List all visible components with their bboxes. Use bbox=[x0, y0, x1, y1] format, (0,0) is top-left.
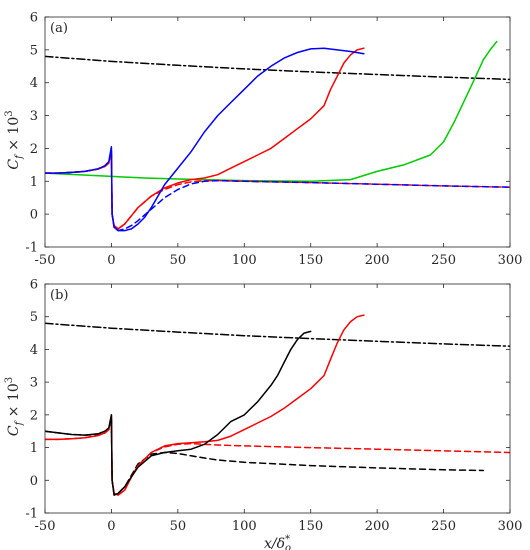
x-tick-label: 100 bbox=[232, 253, 257, 268]
y-tick-label: 2 bbox=[30, 408, 38, 423]
y-tick-label: 5 bbox=[30, 310, 38, 325]
axes-frame bbox=[44, 283, 511, 514]
series-line-6 bbox=[45, 47, 365, 232]
series-line-2 bbox=[45, 415, 510, 496]
series-line-4 bbox=[45, 149, 510, 232]
x-tick-label: 50 bbox=[170, 253, 187, 268]
series-line-1 bbox=[45, 322, 510, 347]
series-group bbox=[45, 40, 510, 232]
x-tick-label: 150 bbox=[298, 519, 323, 534]
y-tick-label: 4 bbox=[30, 343, 38, 358]
y-tick-label: 0 bbox=[30, 208, 38, 223]
y-tick-label: 3 bbox=[30, 109, 38, 124]
y-tick-label: -1 bbox=[25, 241, 38, 256]
x-tick-label: 50 bbox=[170, 519, 187, 534]
x-tick-label: -50 bbox=[35, 253, 56, 268]
x-tick-label: 250 bbox=[431, 519, 456, 534]
y-tick-label: 5 bbox=[30, 43, 38, 58]
panel-a: -50 0 50 100 150 200 250 300 -1 0 1 2 3 4 5 6 (a) Cf × 10… bbox=[4, 11, 522, 269]
y-axis-label: Cf × 103 bbox=[4, 110, 25, 169]
x-tick-label: 200 bbox=[365, 253, 390, 268]
panel-label: (a) bbox=[50, 21, 68, 36]
series-line-1 bbox=[45, 55, 510, 81]
y-tick-label: 1 bbox=[30, 175, 38, 190]
x-axis-label: x/δ* o bbox=[264, 534, 291, 550]
y-tick-label: 6 bbox=[30, 278, 38, 293]
series-line-5 bbox=[45, 330, 312, 496]
x-tick-label: 150 bbox=[298, 253, 323, 268]
y-tick-label: 0 bbox=[30, 474, 38, 489]
y-axis-label: Cf × 103 bbox=[4, 377, 25, 436]
x-tick-label: 250 bbox=[431, 253, 456, 268]
y-tick-label: -1 bbox=[25, 507, 38, 522]
y-tick-label: 1 bbox=[30, 441, 38, 456]
y-tick-label: 2 bbox=[30, 142, 38, 157]
x-tick-label: 300 bbox=[498, 519, 523, 534]
x-tick-label: -50 bbox=[35, 519, 56, 534]
series-line-3 bbox=[45, 417, 485, 496]
x-tick-label: 0 bbox=[107, 253, 115, 268]
series-line-4 bbox=[45, 314, 365, 496]
axes-frame bbox=[44, 16, 511, 248]
series-group bbox=[45, 314, 510, 496]
x-tick-label: 100 bbox=[232, 519, 257, 534]
y-tick-label: 6 bbox=[30, 11, 38, 26]
series-line-2 bbox=[45, 40, 498, 183]
y-tick-label: 3 bbox=[30, 376, 38, 391]
series-line-5 bbox=[45, 47, 365, 230]
series-line-3 bbox=[45, 150, 510, 230]
y-tick-label: 4 bbox=[30, 76, 38, 91]
x-tick-label: 300 bbox=[498, 253, 523, 268]
panel-label: (b) bbox=[50, 288, 68, 303]
x-tick-label: 200 bbox=[365, 519, 390, 534]
panel-b: -50 0 50 100 150 200 250 300 -1 0 1 2 3 4 5 6 (b) Cf × 10… bbox=[4, 278, 522, 550]
x-tick-label: 0 bbox=[107, 519, 115, 534]
